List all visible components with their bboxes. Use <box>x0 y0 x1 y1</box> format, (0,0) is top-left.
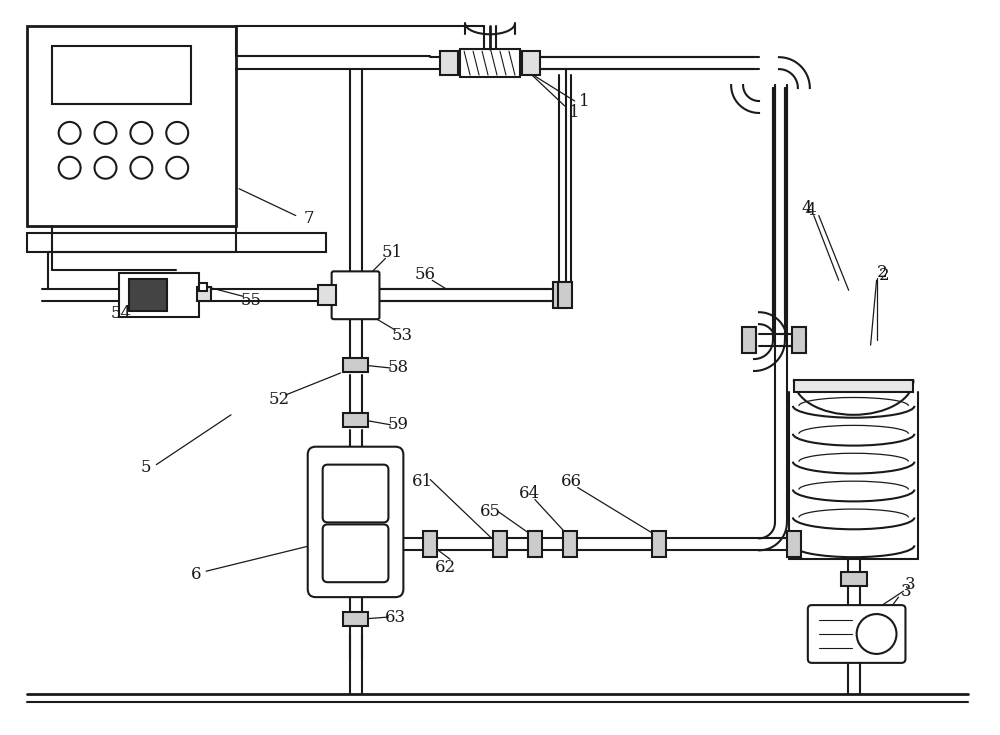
Bar <box>343 612 368 626</box>
Text: 54: 54 <box>111 305 132 322</box>
Circle shape <box>166 157 188 179</box>
Bar <box>129 279 167 311</box>
Text: 53: 53 <box>392 326 413 344</box>
Circle shape <box>59 122 81 144</box>
Bar <box>343 358 368 372</box>
Bar <box>528 531 542 557</box>
FancyBboxPatch shape <box>308 447 403 597</box>
FancyBboxPatch shape <box>323 524 388 582</box>
Text: 2: 2 <box>877 264 888 281</box>
Circle shape <box>95 157 116 179</box>
Bar <box>343 413 368 427</box>
Text: 5: 5 <box>141 459 152 476</box>
Bar <box>558 282 572 308</box>
Bar <box>27 26 236 226</box>
Text: 1: 1 <box>569 104 580 121</box>
Circle shape <box>857 614 896 654</box>
Bar <box>563 531 577 557</box>
Text: 59: 59 <box>388 416 409 434</box>
Text: 4: 4 <box>802 200 812 217</box>
Bar <box>742 327 756 353</box>
Text: 63: 63 <box>385 609 406 625</box>
Circle shape <box>166 122 188 144</box>
Bar <box>199 283 207 291</box>
Bar <box>841 573 867 587</box>
Text: 3: 3 <box>905 576 916 592</box>
Bar <box>318 285 336 305</box>
Text: 55: 55 <box>240 292 261 309</box>
Bar <box>52 46 191 104</box>
Bar <box>652 531 666 557</box>
Circle shape <box>95 122 116 144</box>
Text: 65: 65 <box>480 503 501 520</box>
Text: 52: 52 <box>268 391 289 409</box>
Text: 7: 7 <box>303 210 314 227</box>
Text: 56: 56 <box>415 266 436 283</box>
Text: 66: 66 <box>561 473 582 490</box>
Text: 6: 6 <box>191 566 201 583</box>
Circle shape <box>59 157 81 179</box>
Text: 61: 61 <box>412 473 433 490</box>
FancyBboxPatch shape <box>332 271 379 319</box>
Text: 2: 2 <box>879 267 890 284</box>
Circle shape <box>130 157 152 179</box>
Bar <box>119 273 199 318</box>
Text: 62: 62 <box>435 559 456 576</box>
Bar <box>440 51 458 75</box>
Text: 1: 1 <box>579 93 590 110</box>
Bar <box>787 531 801 557</box>
FancyBboxPatch shape <box>808 605 905 663</box>
Circle shape <box>130 122 152 144</box>
Text: 3: 3 <box>901 583 912 600</box>
Bar <box>522 51 540 75</box>
Bar <box>460 49 520 77</box>
Bar <box>493 531 507 557</box>
Text: 4: 4 <box>806 202 816 219</box>
Text: 58: 58 <box>388 359 409 376</box>
Bar <box>197 287 211 301</box>
Bar <box>794 380 913 392</box>
Bar <box>27 232 326 252</box>
Bar <box>792 327 806 353</box>
Bar <box>553 282 567 308</box>
Bar <box>423 531 437 557</box>
Text: 51: 51 <box>382 244 403 261</box>
FancyBboxPatch shape <box>323 465 388 523</box>
Text: 64: 64 <box>519 485 540 502</box>
